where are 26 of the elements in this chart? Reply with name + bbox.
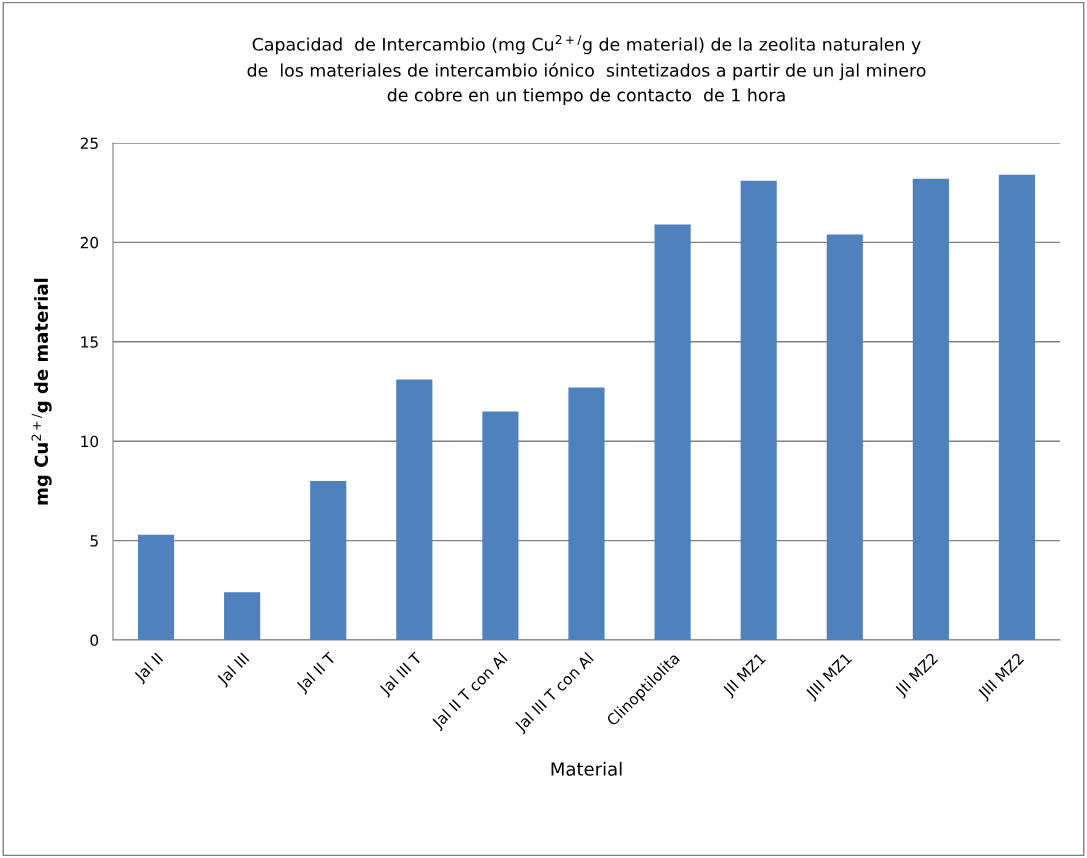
bar <box>826 234 863 640</box>
bar <box>137 534 175 640</box>
y-tick-label: 10 <box>81 435 99 448</box>
y-tick-label: 20 <box>80 236 99 249</box>
y-tick-label: 15 <box>81 336 98 348</box>
bar <box>998 174 1036 640</box>
bar <box>654 224 691 640</box>
bar <box>482 411 519 640</box>
chart-title: Capacidad de Intercambio (mg Cu$^{2+/}$g de material) de la zeolita naturalen y de los materiales de intercambio iónico sintetizados a partir de un jal minero de cobre en un tiempo de contacto de 1 hora <box>247 34 926 105</box>
y-tick-label: 5 <box>90 535 98 547</box>
x-tick-label: Jal II <box>132 652 166 685</box>
bar <box>740 180 777 640</box>
x-tick-label: Jal III T <box>377 651 425 698</box>
x-axis-title: Material <box>551 761 622 776</box>
y-tick-label: 25 <box>80 137 98 150</box>
y-axis-title: mg Cu$^{2+/}$g de material <box>31 278 52 505</box>
bar <box>310 480 347 640</box>
bar <box>568 387 605 640</box>
x-tick-label: Jal III T con Al <box>513 652 596 735</box>
x-tick-label: Jal III <box>215 652 252 688</box>
y-tick-label: 0 <box>90 634 99 647</box>
x-tick-label: Jal II T con Al <box>430 652 510 732</box>
bar <box>912 178 949 640</box>
x-tick-label: Jal II T <box>295 651 339 695</box>
bar <box>224 592 261 640</box>
bar <box>396 379 433 640</box>
